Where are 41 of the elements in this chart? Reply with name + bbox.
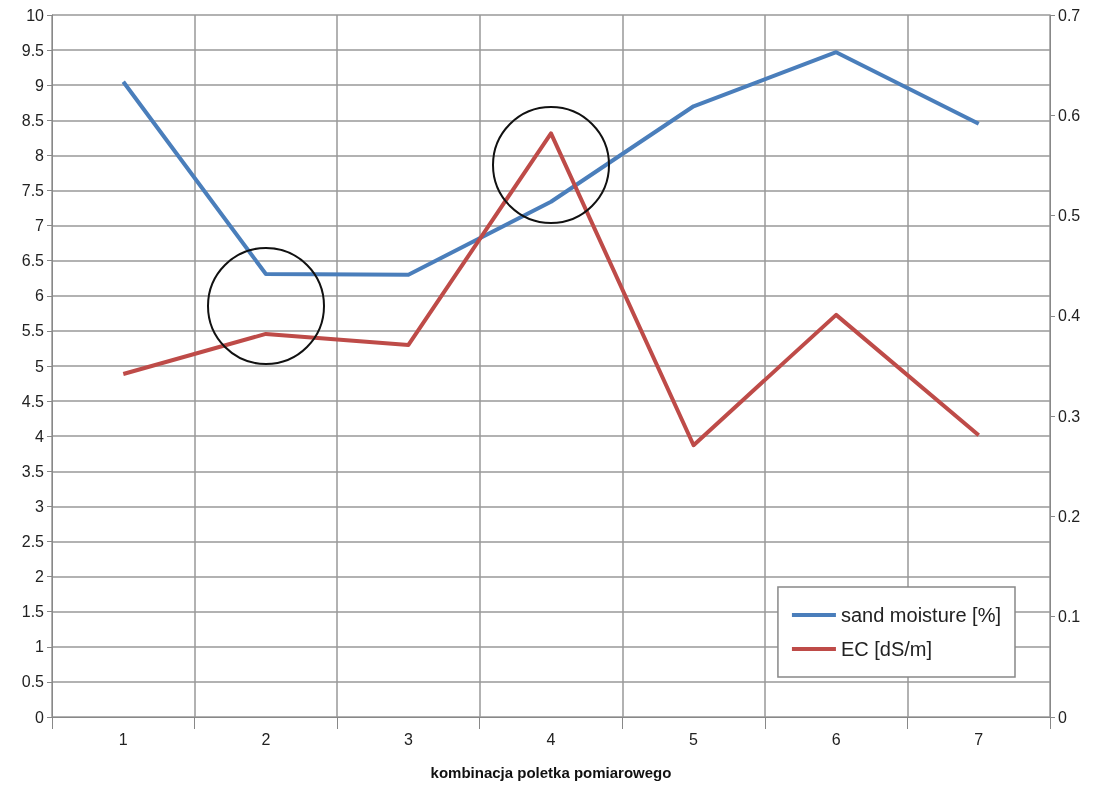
y-tick-label: 2 [35,568,45,586]
x-tick-label: 1 [118,730,128,748]
y-tick-label: 0 [35,708,45,726]
y-tick-label: 9.5 [21,41,45,59]
y-tick-label: 4.5 [21,392,45,410]
y-tick-label: 4 [35,427,45,445]
y-tick-label: 5.5 [21,322,45,340]
y2-tick-label: 0.4 [1058,307,1081,325]
y2-tick-label: 0.2 [1058,507,1081,525]
x-tick-label: 2 [261,730,271,748]
x-tick-label: 6 [831,730,841,748]
line-series [121,131,981,448]
x-tick-label: 4 [546,730,556,748]
y-tick-label: 6 [35,287,45,305]
y-tick-label: 9 [35,76,45,94]
y-tick-label: 3 [35,497,45,515]
y-tick-label: 1.5 [21,603,45,621]
y-tick-label: 1 [35,638,45,656]
y-tick-label: 8.5 [21,111,45,129]
y-tick-label: 6.5 [21,252,45,270]
y-tick-label: 7.5 [21,182,45,199]
y-tick-label: 7 [35,217,45,235]
y-tick-label: 0.5 [21,673,45,691]
y-tick-label: 3.5 [21,462,45,480]
legend-label: sand moisture [%] [840,604,1002,626]
legend-label: EC [dS/m] [840,638,933,660]
y2-tick-label: 0 [1058,708,1067,726]
y2-tick-label: 0.3 [1058,407,1081,425]
x-tick-label: 3 [403,730,413,748]
y2-tick-label: 0.1 [1058,608,1081,626]
y2-tick-label: 0.5 [1058,207,1081,225]
line-series [121,50,981,277]
y-tick-label: 5 [35,357,45,375]
x-tick-label: 7 [974,730,984,748]
y-tick-label: 2.5 [21,533,45,550]
y2-tick-label: 0.7 [1058,6,1081,24]
x-axis-title: kombinacja poletka pomiarowego [430,764,672,781]
y2-tick-label: 0.6 [1058,106,1081,124]
y-tick-label: 10 [26,6,45,24]
y-tick-label: 8 [35,146,45,164]
x-tick-label: 5 [689,730,699,748]
